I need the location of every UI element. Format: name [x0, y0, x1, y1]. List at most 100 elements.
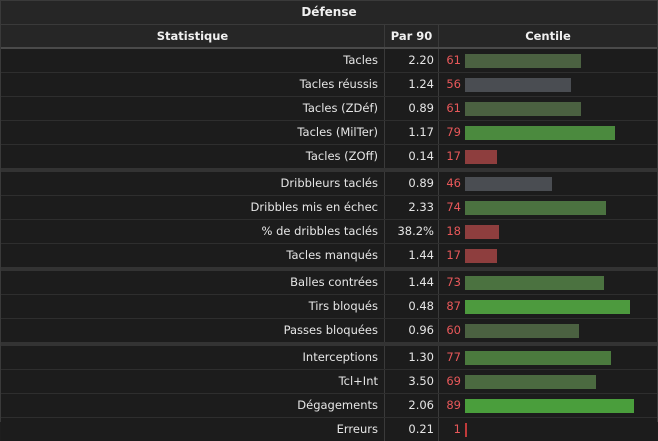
percentile-value: 74	[446, 200, 461, 214]
table-row[interactable]: Dégagements 2.06 89	[1, 394, 657, 418]
per90-value: 2.33	[385, 196, 439, 219]
percentile-cell: 17	[439, 145, 657, 168]
per90-value: 38.2%	[385, 220, 439, 243]
percentile-cell: 1	[439, 418, 657, 441]
stat-label: Dégagements	[1, 394, 385, 417]
percentile-value: 46	[446, 176, 461, 190]
per90-value: 1.44	[385, 271, 439, 294]
stat-label: Tacles manqués	[1, 244, 385, 267]
percentile-bar	[465, 323, 579, 338]
stat-label: Dribbles mis en échec	[1, 196, 385, 219]
stat-label: Tacles réussis	[1, 73, 385, 96]
percentile-value: 79	[446, 125, 461, 139]
stat-label: Tacles (ZOff)	[1, 145, 385, 168]
table-row[interactable]: Erreurs 0.21 1	[1, 418, 657, 441]
table-row[interactable]: Tcl+Int 3.50 69	[1, 370, 657, 394]
table-row[interactable]: Tacles 2.20 61	[1, 49, 657, 73]
percentile-value: 61	[446, 53, 461, 67]
percentile-bar	[465, 398, 634, 413]
percentile-cell: 69	[439, 370, 657, 393]
per90-value: 0.14	[385, 145, 439, 168]
percentile-cell: 87	[439, 295, 657, 318]
table-row[interactable]: Tacles réussis 1.24 56	[1, 73, 657, 97]
percentile-cell: 60	[439, 319, 657, 342]
per90-value: 0.89	[385, 172, 439, 195]
stat-label: Tacles (MilTer)	[1, 121, 385, 144]
table-header: Statistique Par 90 Centile	[1, 25, 657, 49]
table-row[interactable]: Balles contrées 1.44 73	[1, 271, 657, 295]
table-row[interactable]: Interceptions 1.30 77	[1, 346, 657, 370]
table-row[interactable]: Dribbleurs taclés 0.89 46	[1, 172, 657, 196]
percentile-bar-track	[465, 350, 657, 365]
per90-value: 0.21	[385, 418, 439, 441]
per90-value: 1.24	[385, 73, 439, 96]
percentile-bar	[465, 275, 604, 290]
percentile-bar-track	[465, 125, 657, 140]
table-row[interactable]: Tacles (ZOff) 0.14 17	[1, 145, 657, 168]
percentile-bar	[465, 299, 630, 314]
percentile-bar-track	[465, 101, 657, 116]
header-statistique[interactable]: Statistique	[1, 25, 385, 47]
percentile-bar-track	[465, 398, 657, 413]
table-row[interactable]: Dribbles mis en échec 2.33 74	[1, 196, 657, 220]
percentile-bar-track	[465, 176, 657, 191]
per90-value: 2.06	[385, 394, 439, 417]
table-row[interactable]: % de dribbles taclés 38.2% 18	[1, 220, 657, 244]
percentile-value: 89	[446, 398, 461, 412]
percentile-bar-track	[465, 53, 657, 68]
percentile-cell: 89	[439, 394, 657, 417]
header-par-90[interactable]: Par 90	[385, 25, 439, 47]
per90-value: 0.89	[385, 97, 439, 120]
table-body: Tacles 2.20 61 Tacles réussis 1.24 56 Tacles (…	[1, 49, 657, 441]
percentile-cell: 61	[439, 97, 657, 120]
percentile-bar	[465, 200, 606, 215]
per90-value: 2.20	[385, 49, 439, 72]
percentile-bar	[465, 101, 581, 116]
table-row[interactable]: Tacles manqués 1.44 17	[1, 244, 657, 267]
per90-value: 0.96	[385, 319, 439, 342]
table-title: Défense	[1, 1, 657, 25]
table-row[interactable]: Tacles (ZDéf) 0.89 61	[1, 97, 657, 121]
percentile-cell: 77	[439, 346, 657, 369]
table-row[interactable]: Tirs bloqués 0.48 87	[1, 295, 657, 319]
percentile-cell: 73	[439, 271, 657, 294]
table-row[interactable]: Tacles (MilTer) 1.17 79	[1, 121, 657, 145]
percentile-bar-track	[465, 248, 657, 263]
percentile-cell: 79	[439, 121, 657, 144]
percentile-bar-track	[465, 77, 657, 92]
percentile-value: 87	[446, 299, 461, 313]
stat-label: Tirs bloqués	[1, 295, 385, 318]
percentile-bar	[465, 53, 581, 68]
stat-label: Tcl+Int	[1, 370, 385, 393]
stat-label: % de dribbles taclés	[1, 220, 385, 243]
row-group: Tacles 2.20 61 Tacles réussis 1.24 56 Tacles (…	[1, 49, 657, 172]
stat-label: Interceptions	[1, 346, 385, 369]
percentile-bar-track	[465, 299, 657, 314]
percentile-bar-track	[465, 224, 657, 239]
stat-label: Dribbleurs taclés	[1, 172, 385, 195]
percentile-bar	[465, 176, 552, 191]
percentile-value: 61	[446, 101, 461, 115]
percentile-value: 56	[446, 77, 461, 91]
percentile-value: 77	[446, 350, 461, 364]
percentile-bar	[465, 374, 596, 389]
percentile-value: 73	[446, 275, 461, 289]
stat-label: Balles contrées	[1, 271, 385, 294]
percentile-cell: 17	[439, 244, 657, 267]
percentile-bar-track	[465, 275, 657, 290]
percentile-value: 1	[453, 422, 461, 436]
header-centile[interactable]: Centile	[525, 29, 571, 43]
percentile-cell: 46	[439, 172, 657, 195]
row-group: Balles contrées 1.44 73 Tirs bloqués 0.48 87 P…	[1, 271, 657, 346]
percentile-value: 69	[446, 374, 461, 388]
stat-label: Erreurs	[1, 418, 385, 441]
stat-label: Tacles (ZDéf)	[1, 97, 385, 120]
per90-value: 0.48	[385, 295, 439, 318]
row-group: Dribbleurs taclés 0.89 46 Dribbles mis en é…	[1, 172, 657, 271]
percentile-value: 18	[446, 224, 461, 238]
table-row[interactable]: Passes bloquées 0.96 60	[1, 319, 657, 342]
percentile-bar	[465, 149, 497, 164]
percentile-bar	[465, 350, 611, 365]
percentile-bar	[465, 125, 615, 140]
